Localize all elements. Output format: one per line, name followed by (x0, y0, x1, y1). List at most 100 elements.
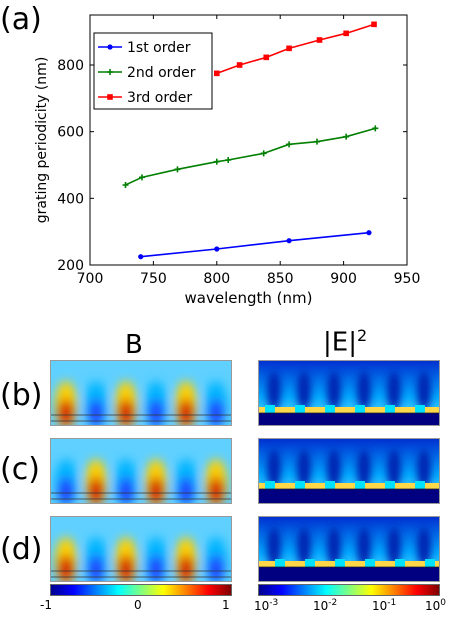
x-tick-label: 950 (394, 271, 421, 287)
legend-label-3: 3rd order (127, 90, 192, 106)
e-map-grating-tooth (355, 405, 365, 413)
e-field-node (387, 371, 401, 411)
e-map-grating-tooth (305, 559, 315, 567)
e-map-grating-tooth (385, 481, 395, 489)
b-lobe-core (88, 399, 104, 425)
e-map-features (267, 371, 431, 411)
b-field-map-d (50, 516, 232, 582)
e-map-grating-tooth (335, 559, 345, 567)
e-map-grating-tooth (275, 559, 285, 567)
e-colorbar-tick-1: 10-2 (313, 598, 337, 613)
periodicity-chart: 700 750 800 850 900 950 200 400 600 800 wavelength… (34, 14, 421, 307)
b-lobe-core (148, 555, 164, 581)
b-field-map-b (50, 360, 232, 426)
e-tick-1-exp: -2 (328, 598, 338, 608)
b-lobe-core (178, 555, 194, 581)
e-field-node (327, 527, 341, 567)
e-field-node (297, 449, 311, 489)
e-field-node (267, 449, 281, 489)
e-map-hot-layer (259, 407, 439, 413)
series-line-1 (140, 231, 370, 258)
b-lobe-core (58, 399, 74, 425)
e-map-grating-tooth (425, 559, 435, 567)
b-lobe-core (208, 555, 224, 581)
b-lobe-core (208, 477, 224, 503)
e-colorbar (258, 584, 440, 596)
e-field-node (327, 449, 341, 489)
e-field-node (417, 371, 431, 411)
data-point (286, 141, 293, 148)
e-map-grating-tooth (295, 481, 305, 489)
data-point (122, 182, 129, 188)
e-field-node (387, 449, 401, 489)
data-point (343, 30, 349, 37)
legend-label-2: 2nd order (127, 65, 196, 81)
b-map-background (51, 517, 231, 581)
e-field-node (267, 527, 281, 567)
e-field-node (327, 371, 341, 411)
e-map-grating-tooth (415, 405, 425, 413)
e-map-grating-tooth (385, 405, 395, 413)
b-colorbar-tick-max: 1 (222, 598, 230, 612)
b-colorbar-tick-mid: 0 (134, 598, 142, 612)
data-point (213, 158, 220, 165)
e-colorbar-tick-3: 100 (425, 598, 446, 613)
y-tick-label: 400 (57, 191, 84, 207)
e-field-node (357, 527, 371, 567)
b-lobe-core (178, 399, 194, 425)
data-point (236, 62, 243, 68)
data-point (225, 157, 232, 163)
b-map-background (51, 361, 231, 425)
e-field-node (297, 371, 311, 411)
data-point (286, 45, 292, 52)
x-tick-label: 800 (203, 271, 230, 287)
column-title-b: B (125, 330, 143, 360)
e-map-features (267, 449, 431, 489)
b-lobe-core (58, 477, 74, 503)
e-map-grating-tooth (265, 481, 275, 489)
b-map-lobes (55, 381, 227, 425)
data-point (371, 21, 377, 28)
data-point (174, 166, 181, 173)
b-lobe-core (118, 555, 134, 581)
data-point (263, 54, 270, 61)
data-point (138, 254, 144, 260)
panel-label-d: (d) (0, 532, 43, 567)
e-colorbar-tick-0: 10-3 (254, 598, 278, 613)
b-map-lobes (55, 537, 227, 581)
e-field-node (387, 527, 401, 567)
data-point (214, 246, 220, 252)
b-field-map-c (50, 438, 232, 504)
e-map-grating-tooth (265, 405, 275, 413)
b-lobe-core (118, 399, 134, 425)
e-map-grating-tooth (295, 405, 305, 413)
y-tick-label: 200 (57, 258, 84, 274)
e-map-features (267, 527, 431, 567)
data-point (138, 174, 145, 181)
b-lobe-core (58, 555, 74, 581)
y-tick-label: 600 (57, 125, 84, 141)
x-tick-label: 850 (267, 271, 294, 287)
y-axis-label: grating periodicity (nm) (34, 57, 50, 224)
data-point (286, 238, 292, 244)
data-point (372, 125, 379, 132)
e-field-node (267, 371, 281, 411)
e-field-node (357, 449, 371, 489)
e-map-grating-tooth (325, 405, 335, 413)
e-tick-1-base: 10 (313, 599, 329, 613)
e-field-map-b (258, 360, 440, 426)
data-point (316, 37, 323, 43)
legend-label-1: 1st order (127, 40, 191, 56)
e-field-node (297, 527, 311, 567)
e-colorbar-tick-2: 10-1 (372, 598, 396, 613)
b-lobe-core (208, 399, 224, 425)
b-lobe-core (118, 477, 134, 503)
x-tick-label: 900 (330, 271, 357, 287)
b-colorbar (50, 584, 232, 596)
e-tick-0-base: 10 (254, 599, 270, 613)
b-colorbar-tick-min: -1 (40, 598, 52, 612)
e-map-grating-tooth (355, 481, 365, 489)
panel-label-a: (a) (0, 2, 42, 37)
b-lobe-core (148, 477, 164, 503)
e-field-node (417, 527, 431, 567)
